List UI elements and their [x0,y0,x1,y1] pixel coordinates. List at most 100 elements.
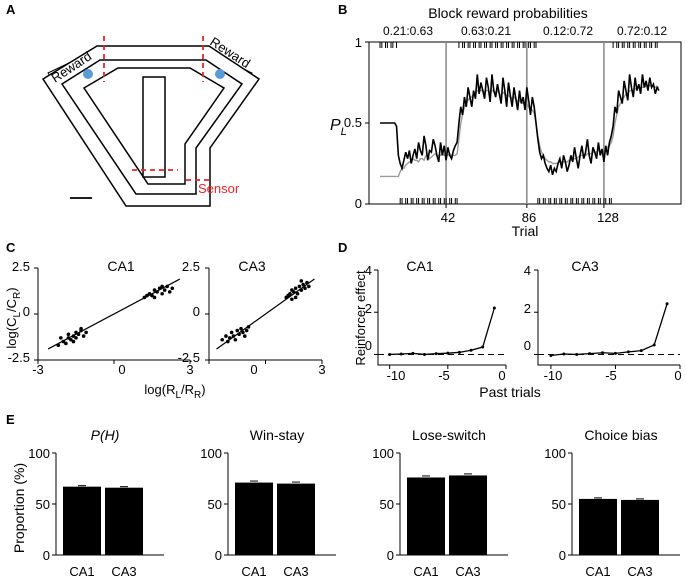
panel-b-title: Block reward probabilities [428,5,588,21]
c-point-CA3 [226,339,230,344]
e-bar-CA3 [277,483,315,555]
e-ytick-label: 100 [28,446,50,461]
d-point-CA1 [399,352,403,356]
d-point-CA3 [613,351,617,355]
c-point-CA3 [241,330,245,335]
panel-label-a: A [6,2,16,17]
d-point-CA1 [457,350,461,354]
d-ytick-0: 0 [365,338,372,353]
c-point-CA1 [64,341,68,346]
c-point-CA3 [293,295,298,300]
d-ytick-4: 4 [365,263,372,278]
e-ytick-label: 0 [559,548,566,563]
d-ytick-4-right: 4 [524,263,531,278]
c-point-CA1 [145,293,149,298]
e-category-label: CA3 [627,564,652,579]
d-axes-CA3 [537,270,680,366]
panel-b-frame [368,41,682,205]
d-point-CA3 [562,352,566,356]
panel-label-d: D [338,240,347,255]
c-point-CA1 [71,339,76,344]
e-bar-CA3 [105,487,143,555]
e-category-label: CA1 [585,564,610,579]
e-title-3: Choice bias [584,427,657,443]
d-point-CA3 [626,350,630,354]
c-point-CA1 [76,332,81,337]
e-ytick-label: 50 [208,497,222,512]
e-title-1: Win-stay [250,427,304,443]
c-point-CA1 [147,291,152,296]
c-ytick-0: 0 [23,304,30,319]
c-point-CA1 [81,334,86,338]
d-series-CA3 [550,303,668,357]
c-point-CA1 [61,339,66,344]
c-point-CA1 [160,284,164,289]
panel-e-plot: P(H) 100 50 0 CA1 CA3 Win-stay 100 50 0 CA1 CA3 Lose… [28,427,680,579]
d-point-CA1 [388,352,392,356]
d-ylabel: Reinforcer effect [353,270,368,366]
c-point-CA3 [293,286,298,291]
d-point-CA1 [434,352,438,356]
block-label-4: 0.72:0.12 [617,24,667,38]
c-point-CA1 [165,284,169,289]
c-xlabel-sub-r: R [194,390,201,401]
c-point-CA3 [224,334,228,338]
d-ytick-2: 2 [365,301,372,316]
c-point-CA3 [227,336,232,340]
maze-stem [142,76,166,178]
c-xtick-neg3: -3 [32,362,44,377]
e-category-label: CA3 [111,564,136,579]
c-point-CA1 [142,295,147,300]
c-ylabel-sub-l: L [12,312,23,318]
d-point-CA1 [469,348,473,352]
e-bar-CA3 [449,475,487,555]
panel-label-b: B [338,2,347,17]
b-ytick-1: 1 [355,35,362,50]
block-label-group: 0.21:0.63 0.63:0.21 0.12:0.72 0.72:0.12 [383,24,667,38]
d-title-ca3: CA3 [571,258,598,274]
e-category-label: CA3 [283,564,308,579]
e-bar-CA1 [235,482,273,555]
e-category-label: CA3 [455,564,480,579]
b-ytick-05: 0.5 [344,115,362,130]
d-axes-CA1 [377,270,506,366]
c-point-CA1 [170,286,175,291]
b-xtick-128: 128 [597,210,619,225]
c-ytick-25: 2.5 [12,259,30,274]
c-xlabel-slash: /R [181,382,194,397]
c-point-CA3 [297,284,302,289]
c-point-CA3 [231,334,236,338]
d-xtick-neg10: -10 [387,368,406,383]
c-point-CA1 [74,336,78,340]
c-point-CA3 [286,293,290,298]
e-category-label: CA1 [69,564,94,579]
e-ytick-label: 100 [372,446,394,461]
b-xtick-86: 86 [522,210,536,225]
panel-b-plot [365,41,660,208]
e-ytick-label: 100 [200,446,222,461]
c-point-CA3 [305,280,309,285]
d-xlabel: Past trials [479,384,540,400]
e-ytick-label: 50 [36,497,50,512]
c-point-CA1 [152,288,157,292]
b-ytick-0: 0 [355,196,362,211]
d-series-CA1 [389,307,495,356]
c-ytick-25-right: 2.5 [182,259,200,274]
e-title-0: P(H) [91,427,120,443]
c-point-CA1 [71,334,76,338]
c-point-CA3 [290,288,294,292]
c-point-CA3 [295,291,300,296]
panel-d-plot [374,269,681,369]
c-xlabel: log(RL/RR) [144,382,205,401]
c-point-CA3 [239,326,243,331]
d-point-CA3 [588,352,592,356]
d-point-CA3 [639,349,643,353]
c-point-CA1 [69,337,73,342]
c-ylabel-close: ) [4,287,19,291]
c-ylabel-slash: /C [4,299,19,312]
e-ytick-label: 0 [43,548,50,563]
c-point-CA1 [59,336,63,340]
b-xlabel: Trial [512,223,539,239]
maze-diagram [41,36,261,207]
